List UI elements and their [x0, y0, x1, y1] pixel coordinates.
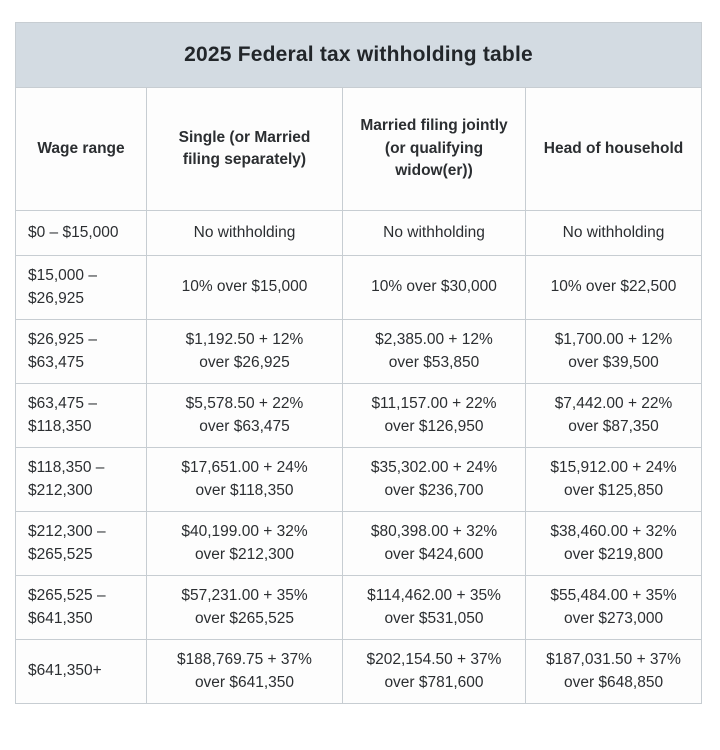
married-jointly-withholding-cell: $2,385.00 + 12% over $53,850 — [342, 319, 526, 384]
tax-withholding-table: 2025 Federal tax withholding table Wage … — [14, 22, 703, 704]
wage-range-cell: $265,525 – $641,350 — [15, 575, 147, 640]
single-withholding-cell: $57,231.00 + 35% over $265,525 — [146, 575, 343, 640]
single-withholding-cell: $17,651.00 + 24% over $118,350 — [146, 447, 343, 512]
table-row: $265,525 – $641,350 $57,231.00 + 35% ove… — [15, 575, 703, 640]
married-jointly-withholding-cell: No withholding — [342, 210, 526, 256]
married-jointly-withholding-cell: $114,462.00 + 35% over $531,050 — [342, 575, 526, 640]
table-title-row: 2025 Federal tax withholding table — [14, 22, 703, 88]
wage-range-cell: $212,300 – $265,525 — [15, 511, 147, 576]
married-jointly-withholding-cell: $202,154.50 + 37% over $781,600 — [342, 639, 526, 704]
column-header-head-of-household: Head of household — [524, 87, 703, 211]
table-row: $15,000 – $26,925 10% over $15,000 10% o… — [15, 255, 703, 320]
single-withholding-cell: $40,199.00 + 32% over $212,300 — [146, 511, 343, 576]
single-withholding-cell: $5,578.50 + 22% over $63,475 — [146, 383, 343, 448]
column-header-wage-range: Wage range — [15, 87, 147, 211]
wage-range-cell: $0 – $15,000 — [15, 210, 147, 256]
column-header-single: Single (or Married filing separately) — [146, 87, 343, 211]
head-of-household-withholding-cell: $15,912.00 + 24% over $125,850 — [524, 447, 703, 512]
single-withholding-cell: $1,192.50 + 12% over $26,925 — [146, 319, 343, 384]
wage-range-cell: $15,000 – $26,925 — [15, 255, 147, 320]
married-jointly-withholding-cell: $11,157.00 + 22% over $126,950 — [342, 383, 526, 448]
single-withholding-cell: 10% over $15,000 — [146, 255, 343, 320]
head-of-household-withholding-cell: $55,484.00 + 35% over $273,000 — [524, 575, 703, 640]
table-row: $63,475 – $118,350 $5,578.50 + 22% over … — [15, 383, 703, 448]
wage-range-cell: $641,350+ — [15, 639, 147, 704]
married-jointly-withholding-cell: $35,302.00 + 24% over $236,700 — [342, 447, 526, 512]
head-of-household-withholding-cell: No withholding — [524, 210, 703, 256]
head-of-household-withholding-cell: $7,442.00 + 22% over $87,350 — [524, 383, 703, 448]
table-row: $641,350+ $188,769.75 + 37% over $641,35… — [15, 639, 703, 704]
head-of-household-withholding-cell: $1,700.00 + 12% over $39,500 — [524, 319, 703, 384]
single-withholding-cell: $188,769.75 + 37% over $641,350 — [146, 639, 343, 704]
married-jointly-withholding-cell: $80,398.00 + 32% over $424,600 — [342, 511, 526, 576]
column-header-married-jointly: Married filing jointly (or qualifying wi… — [342, 87, 526, 211]
table-row: $118,350 – $212,300 $17,651.00 + 24% ove… — [15, 447, 703, 512]
wage-range-cell: $63,475 – $118,350 — [15, 383, 147, 448]
table-row: $26,925 – $63,475 $1,192.50 + 12% over $… — [15, 319, 703, 384]
wage-range-cell: $118,350 – $212,300 — [15, 447, 147, 512]
table-header-row: Wage range Single (or Married filing sep… — [15, 87, 703, 211]
head-of-household-withholding-cell: $38,460.00 + 32% over $219,800 — [524, 511, 703, 576]
married-jointly-withholding-cell: 10% over $30,000 — [342, 255, 526, 320]
table-row: $212,300 – $265,525 $40,199.00 + 32% ove… — [15, 511, 703, 576]
table-title: 2025 Federal tax withholding table — [14, 22, 703, 88]
table-row: $0 – $15,000 No withholding No withholdi… — [15, 210, 703, 256]
head-of-household-withholding-cell: $187,031.50 + 37% over $648,850 — [524, 639, 703, 704]
single-withholding-cell: No withholding — [146, 210, 343, 256]
head-of-household-withholding-cell: 10% over $22,500 — [524, 255, 703, 320]
wage-range-cell: $26,925 – $63,475 — [15, 319, 147, 384]
